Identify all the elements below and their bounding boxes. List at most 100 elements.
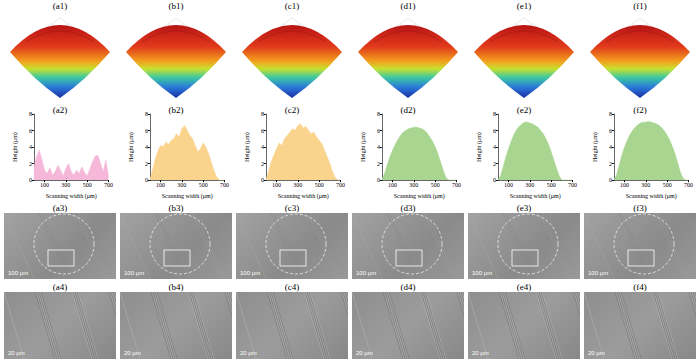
svg-text:700: 700 [568, 182, 577, 188]
svg-text:6: 6 [261, 128, 264, 134]
html-text:(a3): (a3) [52, 203, 68, 213]
svg-text:500: 500 [431, 182, 440, 188]
html-text:(f3): (f3) [633, 203, 647, 213]
svg-text:Height (μm): Height (μm) [128, 132, 135, 162]
svg-text:0: 0 [261, 177, 264, 183]
html-text:20 μm: 20 μm [356, 350, 373, 356]
html-text:100 μm: 100 μm [588, 270, 609, 276]
svg-text:6: 6 [29, 128, 32, 134]
svg-text:(d2): (d2) [401, 105, 416, 115]
svg-text:300: 300 [525, 182, 534, 188]
html-text:(b1): (b1) [168, 1, 184, 11]
svg-text:0: 0 [493, 177, 496, 183]
svg-text:300: 300 [61, 182, 70, 188]
html-text:(e4): (e4) [516, 282, 532, 292]
svg-text:700: 700 [220, 182, 229, 188]
svg-text:300: 300 [641, 182, 650, 188]
svg-text:Scanning width (μm): Scanning width (μm) [626, 193, 677, 200]
svg-text:0: 0 [609, 177, 612, 183]
html-text:100 μm: 100 μm [472, 270, 493, 276]
svg-text:8: 8 [609, 111, 612, 117]
svg-text:Height (μm): Height (μm) [476, 132, 483, 162]
svg-text:700: 700 [336, 182, 345, 188]
html-text:(c4): (c4) [284, 282, 300, 292]
svg-text:8: 8 [377, 111, 380, 117]
svg-text:(c2): (c2) [285, 105, 300, 115]
svg-text:4: 4 [261, 144, 264, 150]
svg-text:2: 2 [493, 161, 496, 167]
svg-text:100: 100 [388, 182, 397, 188]
svg-text:300: 300 [177, 182, 186, 188]
svg-text:100: 100 [40, 182, 49, 188]
svg-text:Scanning width (μm): Scanning width (μm) [394, 193, 445, 200]
svg-text:4: 4 [609, 144, 612, 150]
html-text:100 μm: 100 μm [356, 270, 377, 276]
html-text:(a1): (a1) [52, 1, 68, 11]
html-text:100 μm: 100 μm [240, 270, 261, 276]
html-text:(f1): (f1) [633, 1, 647, 11]
html-text:(b3): (b3) [168, 203, 184, 213]
html-text:20 μm: 20 μm [240, 350, 257, 356]
svg-text:500: 500 [199, 182, 208, 188]
svg-text:Scanning width (μm): Scanning width (μm) [46, 193, 97, 200]
svg-text:100: 100 [620, 182, 629, 188]
html-text:(a4): (a4) [52, 282, 68, 292]
svg-text:500: 500 [547, 182, 556, 188]
svg-text:500: 500 [83, 182, 92, 188]
html-text:(b4): (b4) [168, 282, 184, 292]
svg-text:300: 300 [293, 182, 302, 188]
svg-text:6: 6 [493, 128, 496, 134]
svg-text:8: 8 [493, 111, 496, 117]
html-text:20 μm: 20 μm [124, 350, 141, 356]
svg-text:Height (μm): Height (μm) [12, 132, 19, 162]
svg-text:0: 0 [29, 177, 32, 183]
html-text:(d1): (d1) [400, 1, 416, 11]
html-text:100 μm: 100 μm [8, 270, 29, 276]
svg-text:(a2): (a2) [53, 105, 68, 115]
html-text:(d4): (d4) [400, 282, 416, 292]
html-text:100 μm: 100 μm [124, 270, 145, 276]
html-text:(c1): (c1) [284, 1, 300, 11]
svg-text:4: 4 [29, 144, 32, 150]
svg-text:8: 8 [261, 111, 264, 117]
svg-text:2: 2 [29, 161, 32, 167]
svg-text:100: 100 [156, 182, 165, 188]
svg-text:(f2): (f2) [633, 105, 647, 115]
svg-text:Scanning width (μm): Scanning width (μm) [510, 193, 561, 200]
svg-text:4: 4 [377, 144, 380, 150]
html-text:(e3): (e3) [516, 203, 532, 213]
svg-text:500: 500 [663, 182, 672, 188]
svg-text:6: 6 [377, 128, 380, 134]
svg-text:6: 6 [609, 128, 612, 134]
svg-text:4: 4 [493, 144, 496, 150]
svg-text:2: 2 [261, 161, 264, 167]
html-text:(e1): (e1) [516, 1, 532, 11]
svg-text:300: 300 [409, 182, 418, 188]
svg-text:(b2): (b2) [169, 105, 184, 115]
svg-text:700: 700 [104, 182, 113, 188]
svg-text:2: 2 [145, 161, 148, 167]
svg-text:2: 2 [377, 161, 380, 167]
svg-text:Scanning width (μm): Scanning width (μm) [278, 193, 329, 200]
html-text:(c3): (c3) [284, 203, 300, 213]
svg-text:Scanning width (μm): Scanning width (μm) [162, 193, 213, 200]
svg-text:500: 500 [315, 182, 324, 188]
svg-text:(e2): (e2) [517, 105, 532, 115]
svg-text:Height (μm): Height (μm) [244, 132, 251, 162]
svg-text:Height (μm): Height (μm) [360, 132, 367, 162]
svg-text:2: 2 [609, 161, 612, 167]
svg-text:0: 0 [145, 177, 148, 183]
svg-text:Height (μm): Height (μm) [592, 132, 599, 162]
svg-text:8: 8 [145, 111, 148, 117]
svg-text:4: 4 [145, 144, 148, 150]
html-text:20 μm: 20 μm [8, 350, 25, 356]
svg-text:8: 8 [29, 111, 32, 117]
html-text:(d3): (d3) [400, 203, 416, 213]
svg-text:700: 700 [684, 182, 693, 188]
svg-text:6: 6 [145, 128, 148, 134]
svg-text:0: 0 [377, 177, 380, 183]
svg-text:100: 100 [272, 182, 281, 188]
svg-text:700: 700 [452, 182, 461, 188]
html-text:(f4): (f4) [633, 282, 647, 292]
svg-text:100: 100 [504, 182, 513, 188]
